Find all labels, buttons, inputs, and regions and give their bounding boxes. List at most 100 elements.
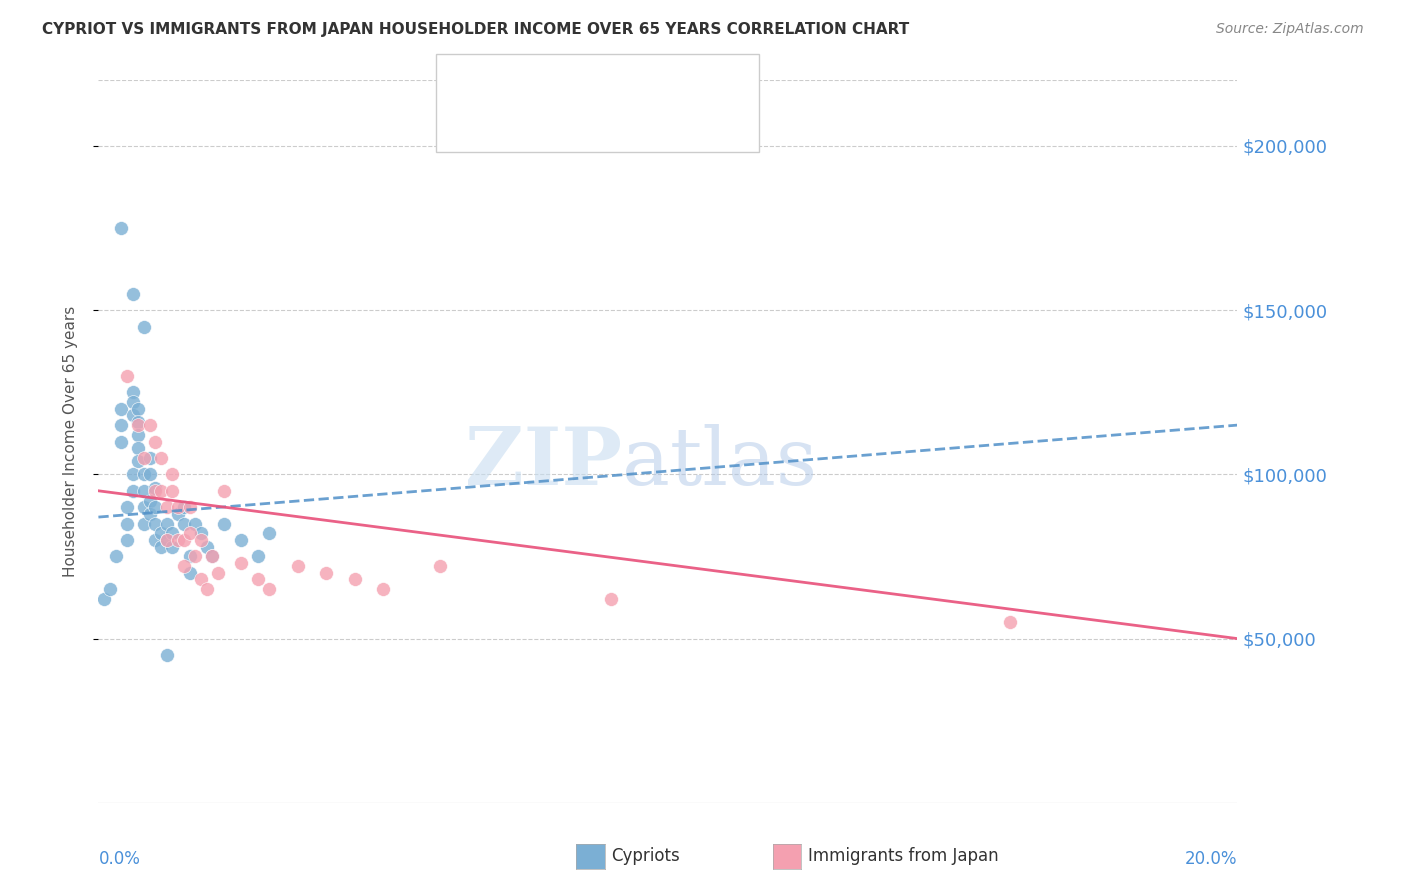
Text: R =: R = bbox=[494, 119, 527, 136]
Point bbox=[229, 533, 252, 547]
Point bbox=[145, 516, 167, 531]
Point bbox=[132, 450, 155, 465]
Point bbox=[246, 573, 269, 587]
Point bbox=[138, 493, 160, 508]
Point bbox=[145, 500, 167, 515]
Point bbox=[121, 385, 143, 400]
Point bbox=[373, 582, 395, 597]
Point bbox=[150, 526, 173, 541]
Point bbox=[429, 559, 451, 574]
Point bbox=[127, 454, 149, 468]
Point bbox=[115, 500, 138, 515]
Point bbox=[600, 592, 623, 607]
Point bbox=[212, 516, 235, 531]
Point bbox=[167, 500, 190, 515]
Point bbox=[138, 507, 160, 521]
Point bbox=[162, 526, 184, 541]
Point bbox=[212, 483, 235, 498]
Text: Immigrants from Japan: Immigrants from Japan bbox=[808, 847, 1000, 865]
Point bbox=[179, 566, 201, 580]
Point bbox=[127, 441, 149, 455]
Point bbox=[132, 467, 155, 482]
Point bbox=[179, 500, 201, 515]
Point bbox=[145, 533, 167, 547]
Text: CYPRIOT VS IMMIGRANTS FROM JAPAN HOUSEHOLDER INCOME OVER 65 YEARS CORRELATION CH: CYPRIOT VS IMMIGRANTS FROM JAPAN HOUSEHO… bbox=[42, 22, 910, 37]
Point bbox=[179, 549, 201, 564]
Point bbox=[121, 286, 143, 301]
Point bbox=[121, 409, 143, 423]
Text: 0.0%: 0.0% bbox=[98, 850, 141, 868]
Point bbox=[145, 481, 167, 495]
Point bbox=[132, 483, 155, 498]
Point bbox=[132, 319, 155, 334]
Point bbox=[998, 615, 1021, 630]
Point bbox=[98, 582, 121, 597]
Point bbox=[150, 540, 173, 554]
Point bbox=[201, 549, 224, 564]
Point bbox=[167, 533, 190, 547]
Point bbox=[173, 516, 195, 531]
Point bbox=[110, 401, 132, 416]
Text: -0.338: -0.338 bbox=[529, 119, 593, 136]
Text: 20.0%: 20.0% bbox=[1185, 850, 1237, 868]
Text: 35: 35 bbox=[645, 119, 671, 136]
Point bbox=[127, 401, 149, 416]
Point bbox=[110, 418, 132, 433]
Point bbox=[190, 526, 212, 541]
Point bbox=[115, 533, 138, 547]
Point bbox=[167, 507, 190, 521]
Point bbox=[127, 418, 149, 433]
Point bbox=[110, 221, 132, 235]
Point bbox=[207, 566, 229, 580]
Point bbox=[162, 467, 184, 482]
Point bbox=[162, 483, 184, 498]
Point bbox=[195, 582, 218, 597]
Point bbox=[127, 415, 149, 429]
Point bbox=[195, 540, 218, 554]
Point bbox=[156, 516, 179, 531]
Point bbox=[173, 533, 195, 547]
Point bbox=[138, 450, 160, 465]
Point bbox=[132, 500, 155, 515]
Point bbox=[259, 582, 281, 597]
Point bbox=[121, 483, 143, 498]
Point bbox=[121, 395, 143, 409]
Text: 54: 54 bbox=[645, 78, 671, 95]
Point bbox=[156, 500, 179, 515]
Point bbox=[201, 549, 224, 564]
Point bbox=[127, 428, 149, 442]
Point bbox=[104, 549, 127, 564]
Point bbox=[110, 434, 132, 449]
Point bbox=[145, 483, 167, 498]
Point bbox=[190, 573, 212, 587]
Text: Cypriots: Cypriots bbox=[612, 847, 681, 865]
Text: ZIP: ZIP bbox=[465, 425, 623, 502]
Point bbox=[259, 526, 281, 541]
Point bbox=[156, 648, 179, 662]
Point bbox=[162, 540, 184, 554]
Point bbox=[150, 450, 173, 465]
Text: R =: R = bbox=[494, 78, 527, 95]
Point bbox=[173, 559, 195, 574]
Point bbox=[173, 500, 195, 515]
Point bbox=[150, 483, 173, 498]
Point bbox=[138, 467, 160, 482]
Point bbox=[343, 573, 366, 587]
Point bbox=[132, 516, 155, 531]
Point bbox=[246, 549, 269, 564]
Point bbox=[156, 533, 179, 547]
Point bbox=[145, 434, 167, 449]
Point bbox=[179, 526, 201, 541]
Point bbox=[138, 418, 160, 433]
Point bbox=[121, 467, 143, 482]
Text: atlas: atlas bbox=[623, 425, 817, 502]
Text: N =: N = bbox=[609, 78, 643, 95]
Text: Source: ZipAtlas.com: Source: ZipAtlas.com bbox=[1216, 22, 1364, 37]
Point bbox=[190, 533, 212, 547]
Point bbox=[184, 516, 207, 531]
Point bbox=[115, 516, 138, 531]
Text: N =: N = bbox=[609, 119, 643, 136]
Point bbox=[156, 533, 179, 547]
Point bbox=[93, 592, 115, 607]
Point bbox=[287, 559, 309, 574]
